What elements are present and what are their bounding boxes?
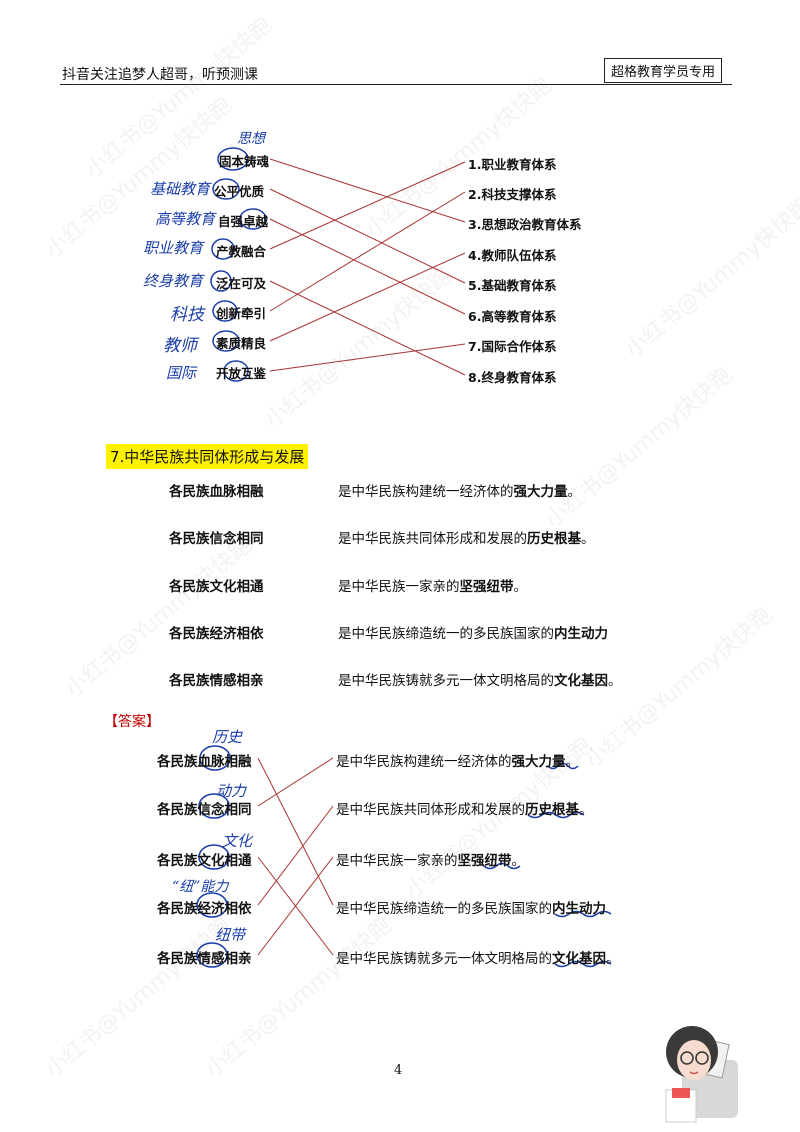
match-right-6: 6.高等教育体系 (468, 309, 557, 324)
handwritten-note: 国际 (166, 364, 197, 382)
handwritten-note: 教师 (163, 336, 197, 356)
match-right-8: 8.终身教育体系 (468, 370, 557, 385)
answer-label: 【答案】 (104, 714, 160, 730)
q-right-2: 是中华民族共同体形成和发展的历史根基。 (338, 531, 595, 547)
match-right-1: 1.职业教育体系 (468, 157, 557, 172)
q-left-2: 各民族信念相同 (169, 531, 264, 547)
handwritten-note: 历史 (212, 728, 243, 746)
q-left-3: 各民族文化相通 (169, 579, 264, 595)
match-left-4: 产教融合 (216, 244, 267, 259)
q-left-5: 各民族情感相亲 (169, 673, 264, 689)
page-number: 4 (394, 1063, 403, 1078)
match-left-1: 固本铸魂 (219, 154, 270, 169)
q-right-1: 是中华民族构建统一经济体的强大力量。 (338, 484, 581, 500)
q-left-1: 各民族血脉相融 (169, 484, 264, 500)
handwritten-note: 职业教育 (143, 239, 204, 257)
header-badge: 超格教育学员专用 (604, 58, 723, 83)
match-left-6: 创新牵引 (216, 306, 267, 321)
handwritten-note: 基础教育 (150, 180, 211, 198)
a-left-2: 各民族信念相同 (157, 802, 252, 818)
match-left-5: 泛在可及 (216, 276, 267, 291)
match-right-7: 7.国际合作体系 (468, 339, 557, 354)
match-left-7: 素质精良 (216, 336, 267, 351)
match-right-4: 4.教师队伍体系 (468, 248, 557, 263)
a-right-5: 是中华民族铸就多元一体文明格局的文化基因。 (336, 951, 620, 967)
match-right-2: 2.科技支撑体系 (468, 187, 557, 202)
a-right-2: 是中华民族共同体形成和发展的历史根基。 (336, 802, 593, 818)
q-left-4: 各民族经济相依 (169, 626, 264, 642)
a-right-1: 是中华民族构建统一经济体的强大力量。 (336, 754, 579, 770)
q-right-3: 是中华民族一家亲的坚强纽带。 (338, 579, 527, 595)
q-right-5: 是中华民族铸就多元一体文明格局的文化基因。 (338, 673, 622, 689)
a-left-5: 各民族情感相亲 (157, 951, 252, 967)
match-left-3: 自强卓越 (218, 214, 269, 229)
handwritten-note: 高等教育 (155, 210, 216, 228)
handwritten-note: 终身教育 (143, 272, 204, 290)
handwritten-note: “纽”能力 (172, 879, 229, 895)
q-right-4: 是中华民族缔造统一的多民族国家的内生动力 (338, 626, 608, 642)
match-right-3: 3.思想政治教育体系 (468, 217, 582, 232)
a-left-1: 各民族血脉相融 (157, 754, 252, 770)
handwritten-note: 动力 (216, 782, 247, 800)
a-right-3: 是中华民族一家亲的坚强纽带。 (336, 853, 525, 869)
a-left-4: 各民族经济相依 (157, 901, 252, 917)
header-divider (60, 84, 732, 85)
a-right-4: 是中华民族缔造统一的多民族国家的内生动力 (336, 901, 606, 917)
handwritten-note: 文化 (222, 832, 253, 850)
match-right-5: 5.基础教育体系 (468, 278, 557, 293)
handwritten-note: 纽带 (215, 926, 246, 944)
a-left-3: 各民族文化相通 (157, 853, 252, 869)
handwritten-note: 思想 (237, 131, 265, 147)
header-left: 抖音关注追梦人超哥，听预测课 (62, 67, 258, 83)
match-left-8: 开放互鉴 (216, 366, 267, 381)
section-title: 7.中华民族共同体形成与发展 (106, 444, 309, 469)
match-left-2: 公平优质 (214, 184, 265, 199)
handwritten-note: 科技 (170, 305, 204, 325)
